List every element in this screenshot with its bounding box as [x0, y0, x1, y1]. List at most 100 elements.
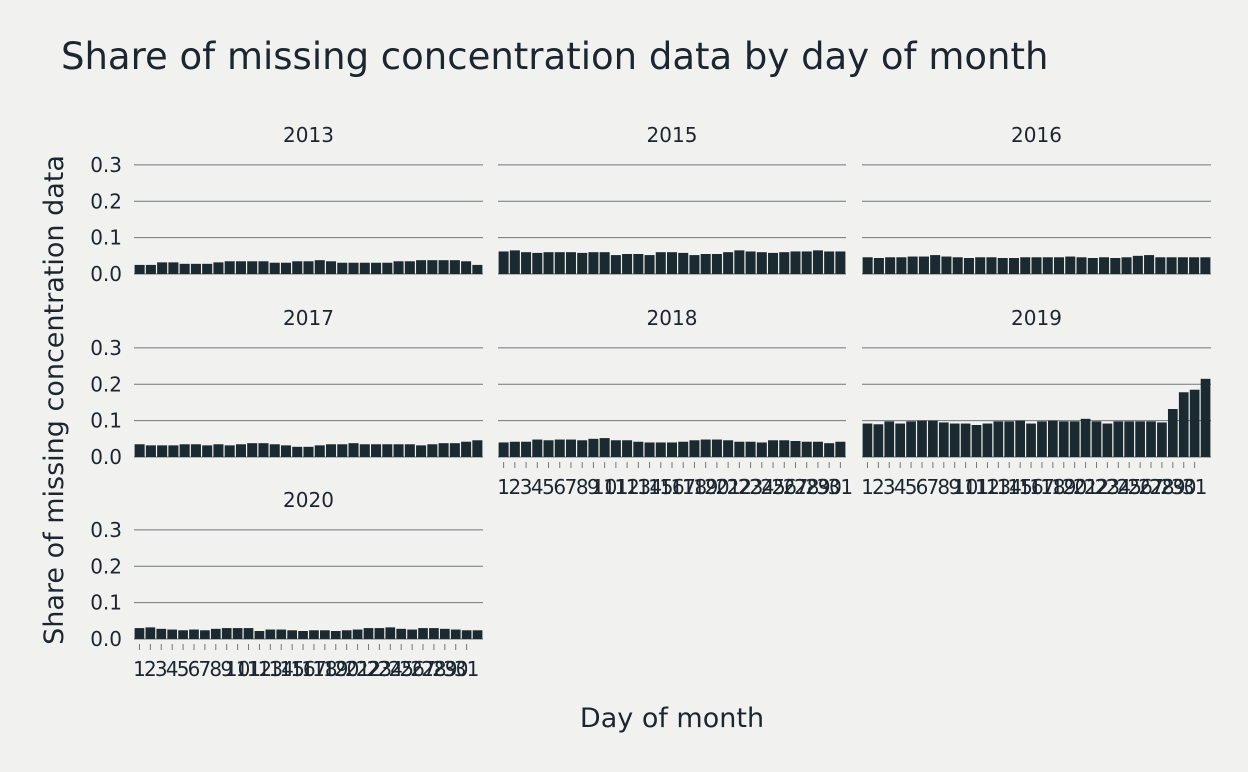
x-tick-label: 28: [421, 657, 446, 681]
x-tick-label: 17: [301, 657, 326, 681]
bar-2015-9: [588, 252, 599, 274]
bar-2015-6: [554, 252, 565, 274]
x-tick-label: 30: [1171, 475, 1196, 499]
bar-2020-2: [145, 627, 156, 639]
bar-2016-24: [1121, 257, 1132, 274]
bar-2016-29: [1177, 257, 1188, 274]
bar-2016-11: [975, 257, 986, 274]
bar-2017-2: [145, 445, 156, 457]
bar-2019-10: [960, 423, 971, 457]
x-tick-label: 17: [1029, 475, 1054, 499]
bar-2013-5: [179, 263, 190, 274]
bar-2018-19: [700, 439, 711, 457]
bar-2020-30: [450, 629, 461, 639]
bar-2019-5: [906, 421, 916, 457]
bar-2013-11: [247, 261, 258, 274]
bar-2020-8: [210, 628, 221, 639]
x-tick-label: 19: [323, 657, 348, 681]
bar-2013-17: [314, 260, 325, 274]
bar-2016-22: [1099, 257, 1110, 274]
bar-2013-6: [190, 263, 201, 274]
bar-2013-29: [449, 260, 460, 274]
x-tick-label: 12: [614, 475, 639, 499]
bar-2018-17: [678, 441, 689, 457]
bar-2013-12: [258, 261, 269, 274]
bar-2019-2: [873, 424, 884, 457]
bar-2015-7: [565, 252, 576, 274]
y-tick-label: 0.0: [90, 627, 122, 651]
bar-2019-29: [1167, 409, 1178, 457]
bar-2017-5: [179, 444, 190, 457]
bar-2019-30: [1178, 392, 1189, 457]
bar-2013-7: [202, 263, 213, 274]
x-tick-label: 18: [682, 475, 707, 499]
bar-2013-25: [404, 261, 415, 274]
panel-2015: 2015: [498, 123, 846, 275]
bar-2018-26: [779, 440, 790, 457]
bar-2020-22: [363, 628, 374, 639]
x-tick-label: 22: [1084, 475, 1109, 499]
bar-2016-28: [1166, 257, 1177, 274]
bar-2017-20: [348, 443, 359, 457]
bar-2016-30: [1189, 257, 1200, 274]
bar-2020-32: [472, 630, 483, 639]
bar-2019-27: [1146, 421, 1156, 457]
bar-2018-7: [565, 439, 576, 457]
bar-2019-14: [1004, 421, 1015, 457]
x-tick-label: 20: [704, 475, 729, 499]
panel-title-2020: 2020: [283, 488, 334, 512]
bar-2020-6: [189, 629, 199, 639]
bar-2016-13: [997, 258, 1008, 274]
x-tick-label: 13: [258, 657, 283, 681]
bar-2017-27: [427, 444, 438, 457]
x-tick-label: 23: [738, 475, 763, 499]
x-tick-label: 16: [1018, 475, 1043, 499]
bar-2018-29: [812, 441, 823, 457]
bar-2016-6: [918, 256, 929, 274]
bar-2013-31: [472, 264, 483, 274]
bar-2018-4: [532, 439, 543, 457]
bar-2019-6: [917, 420, 927, 457]
bar-2015-16: [666, 252, 678, 274]
bar-2018-21: [723, 440, 734, 457]
bar-2018-5: [543, 440, 554, 457]
bar-2019-18: [1048, 420, 1058, 457]
bar-2018-14: [644, 442, 655, 457]
bar-2017-8: [213, 444, 224, 457]
bar-2015-23: [745, 251, 756, 274]
x-tick-label: 14: [269, 657, 294, 681]
bar-2015-21: [723, 252, 734, 274]
bar-2017-16: [303, 446, 314, 457]
x-tick-label: 15: [648, 475, 673, 499]
x-tick-label: 15: [279, 657, 304, 681]
bar-2020-3: [156, 628, 167, 639]
bar-2016-31: [1200, 257, 1211, 274]
y-axis-title: Share of missing concentration data: [39, 155, 70, 645]
x-tick-label: 24: [1106, 475, 1131, 499]
x-tick-label: 29: [432, 657, 457, 681]
y-tick-label: 0.3: [90, 336, 122, 360]
x-tick-label: 4: [166, 657, 179, 681]
bar-2018-11: [610, 440, 621, 457]
bar-2017-15: [292, 446, 303, 457]
bar-2015-26: [779, 252, 790, 274]
y-tick-label: 0.1: [90, 591, 122, 615]
x-tick-label: 1: [133, 657, 146, 681]
x-tick-label: 6: [916, 475, 929, 499]
bar-2016-14: [1008, 258, 1020, 274]
bar-2017-22: [371, 444, 382, 457]
bar-2013-9: [224, 261, 235, 274]
x-tick-label: 7: [565, 475, 578, 499]
bar-2018-25: [768, 440, 779, 457]
x-tick-label: 8: [209, 657, 222, 681]
bar-2016-19: [1065, 256, 1076, 274]
x-tick-label: 28: [794, 475, 819, 499]
x-tick-label: 31: [828, 475, 853, 499]
bar-2017-1: [134, 444, 145, 457]
bar-2016-23: [1110, 258, 1121, 274]
bar-2016-1: [862, 257, 873, 274]
bar-2013-24: [393, 261, 404, 274]
bar-2019-20: [1069, 421, 1080, 457]
bar-2013-14: [280, 262, 292, 274]
